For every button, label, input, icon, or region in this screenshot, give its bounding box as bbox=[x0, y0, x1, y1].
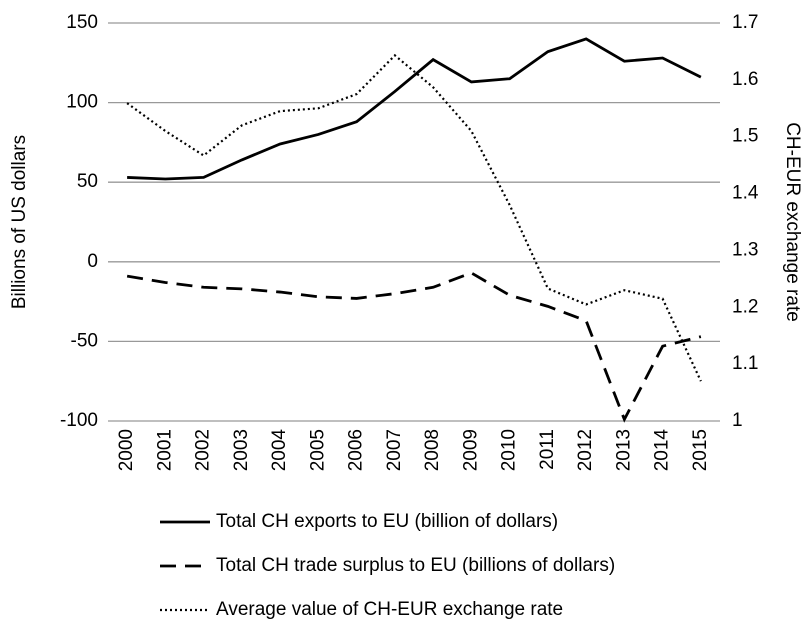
x-tick-label: 2008 bbox=[422, 429, 443, 471]
x-tick-label: 2013 bbox=[613, 429, 634, 471]
series-line bbox=[127, 37, 702, 181]
x-tick-label: 2007 bbox=[384, 429, 405, 471]
x-tick-label: 2003 bbox=[231, 429, 252, 471]
y2-tick-label: 1.2 bbox=[732, 296, 758, 317]
y2-tick-label: 1.5 bbox=[732, 126, 758, 147]
y-tick-label: -100 bbox=[60, 410, 98, 431]
x-tick-label: 2001 bbox=[154, 429, 175, 471]
x-tick-label: 2015 bbox=[690, 429, 711, 471]
y2-tick-label: 1 bbox=[732, 410, 743, 431]
x-tick-label: 2012 bbox=[575, 429, 596, 471]
x-tick-label: 2006 bbox=[346, 429, 367, 471]
y-tick-label: -50 bbox=[71, 330, 98, 351]
x-tick-label: 2011 bbox=[537, 429, 558, 470]
y-axis-label: Billions of US dollars bbox=[9, 135, 30, 309]
x-tick-label: 2004 bbox=[269, 429, 290, 472]
series-line bbox=[126, 53, 702, 382]
y2-axis-label: CH-EUR exchange rate bbox=[782, 122, 803, 322]
x-tick-label: 2000 bbox=[116, 429, 137, 471]
x-tick-label: 2005 bbox=[307, 429, 328, 471]
legend-label: Average value of CH-EUR exchange rate bbox=[216, 599, 563, 620]
y-tick-label: 150 bbox=[66, 12, 98, 33]
series-line bbox=[126, 271, 702, 423]
y-tick-label: 50 bbox=[77, 171, 98, 192]
x-tick-label: 2002 bbox=[193, 429, 214, 471]
legend-label: Total CH trade surplus to EU (billions o… bbox=[216, 555, 615, 576]
y2-tick-label: 1.1 bbox=[732, 353, 758, 374]
y2-tick-label: 1.7 bbox=[732, 12, 758, 33]
x-tick-label: 2014 bbox=[652, 429, 673, 472]
x-tick-label: 2010 bbox=[499, 429, 520, 471]
y-tick-label: 0 bbox=[87, 251, 98, 272]
x-tick-label: 2009 bbox=[460, 429, 481, 471]
y2-tick-label: 1.6 bbox=[732, 69, 758, 90]
legend-label: Total CH exports to EU (billion of dolla… bbox=[216, 511, 558, 532]
y2-tick-label: 1.3 bbox=[732, 239, 758, 260]
y2-tick-label: 1.4 bbox=[732, 183, 759, 204]
y-tick-label: 100 bbox=[66, 92, 98, 113]
